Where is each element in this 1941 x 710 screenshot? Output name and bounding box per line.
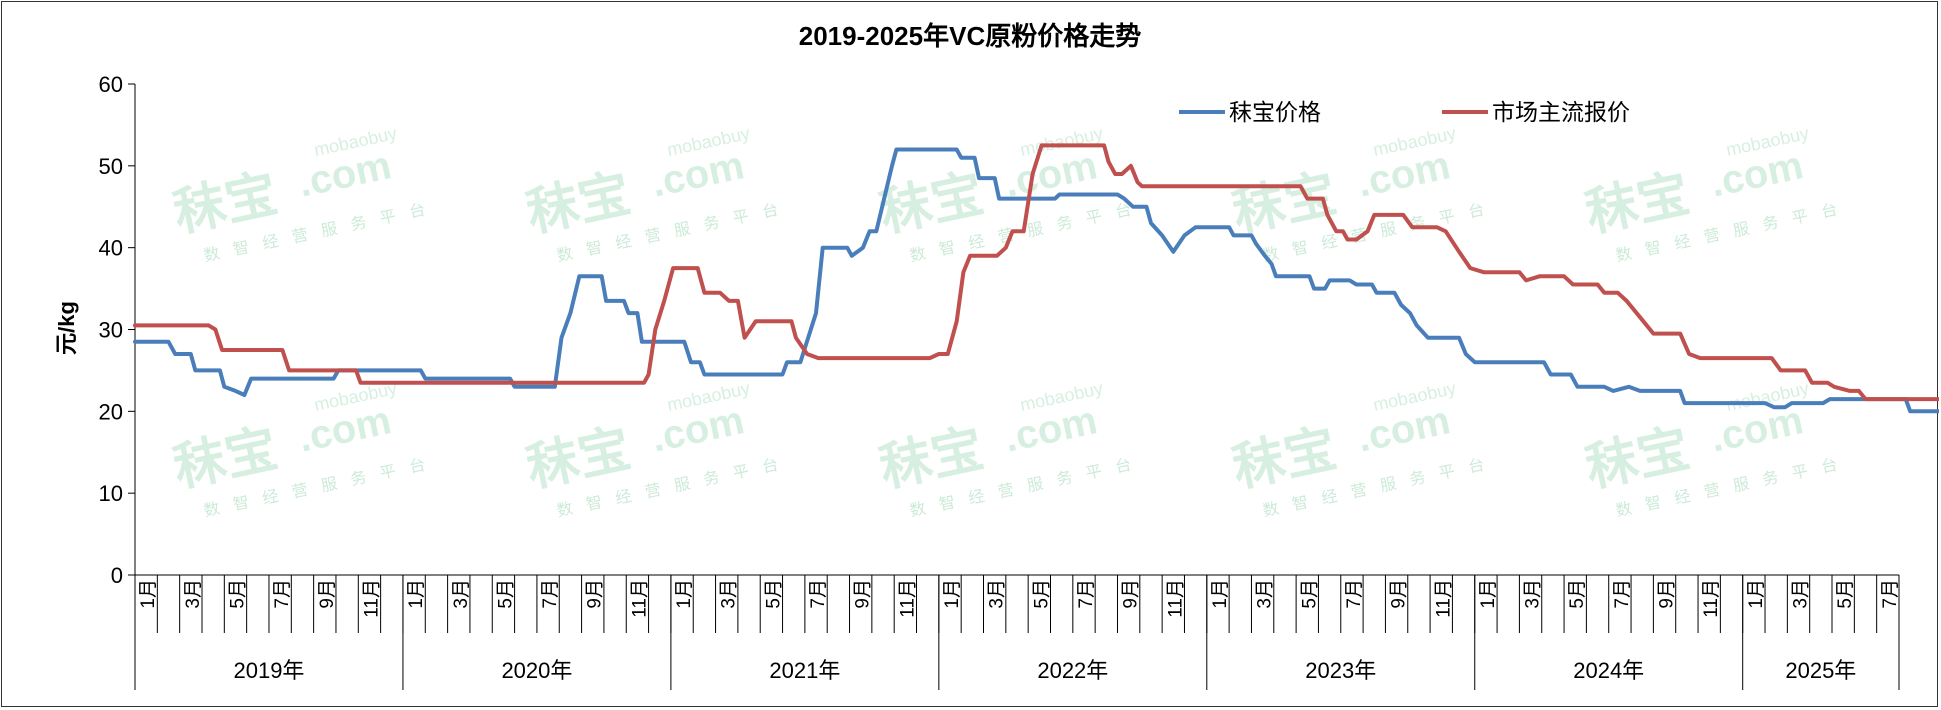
month-label: 1月 [674,579,695,609]
month-label: 5月 [1031,579,1052,609]
month-label: 1月 [138,579,159,609]
month-label: 5月 [495,579,516,609]
month-label: 7月 [272,579,293,609]
y-tick-label: 20 [99,399,123,424]
month-label: 3月 [1523,579,1544,609]
month-label: 3月 [987,579,1008,609]
month-label: 11月 [361,579,382,618]
month-label: 11月 [1433,579,1454,618]
month-label: 7月 [1612,579,1633,609]
year-label: 2021年 [769,658,840,683]
month-label: 9月 [1389,579,1410,609]
watermark-brand: 秣宝 [875,420,989,498]
y-tick-label: 50 [99,154,123,179]
y-axis-label: 元/kg [54,301,79,355]
month-label: 1月 [942,579,963,609]
watermark-brand: 秣宝 [1581,165,1695,243]
y-tick-label: 0 [111,563,123,588]
month-label: 5月 [1567,579,1588,609]
year-label: 2024年 [1573,658,1644,683]
month-label: 1月 [1746,579,1767,609]
y-tick-label: 10 [99,481,123,506]
axes: 0 10 20 30 40 50 60 1月 3月 5月 7月 9月 11月 1月 3月 5月 7月 9月 11月 1… [99,72,1901,690]
month-label: 7月 [808,579,829,609]
month-label: 1月 [406,579,427,609]
month-label: 3月 [183,579,204,609]
month-label: 9月 [585,579,606,609]
month-label: 5月 [763,579,784,609]
month-label: 7月 [1076,579,1097,609]
month-label: 5月 [1835,579,1856,609]
legend: 秣宝价格 市场主流报价 [1179,99,1630,125]
month-label: 3月 [1791,579,1812,609]
month-label: 1月 [1210,579,1231,609]
watermark-brand: 秣宝 [522,165,636,243]
series-line-1 [133,147,1939,414]
month-label: 9月 [317,579,338,609]
watermark-brand: 秣宝 [875,165,989,243]
y-tick-label: 60 [99,72,123,97]
month-label: 3月 [719,579,740,609]
month-label: 7月 [1344,579,1365,609]
month-label: 7月 [540,579,561,609]
month-label: 11月 [1701,579,1722,618]
month-label: 9月 [1121,579,1142,609]
year-label: 2023年 [1305,658,1376,683]
watermark-brand: 秣宝 [1581,420,1695,498]
month-label: 7月 [1880,579,1901,609]
month-label: 11月 [897,579,918,618]
month-label: 9月 [853,579,874,609]
month-label: 11月 [1165,579,1186,618]
y-tick-label: 40 [99,236,123,261]
series-line-2 [133,143,1939,402]
watermark-brand: 秣宝 [522,420,636,498]
month-label: 3月 [1255,579,1276,609]
y-tick-label: 30 [99,318,123,343]
month-label: 5月 [227,579,248,609]
chart-title: 2019-2025年VC原粉价格走势 [799,21,1141,51]
year-label: 2022年 [1037,658,1108,683]
month-label: 1月 [1478,579,1499,609]
watermark-brand: 秣宝 [169,165,283,243]
month-label: 9月 [1657,579,1678,609]
watermark-brand: 秣宝 [169,420,283,498]
watermark-brand: 秣宝 [1228,420,1342,498]
legend-label-2: 市场主流报价 [1492,99,1630,125]
year-label: 2019年 [233,658,304,683]
legend-label-1: 秣宝价格 [1229,99,1321,125]
year-label: 2020年 [501,658,572,683]
year-label: 2025年 [1785,658,1856,683]
month-label: 11月 [629,579,650,618]
month-label: 5月 [1299,579,1320,609]
series-layer [133,143,1939,414]
month-label: 3月 [451,579,472,609]
